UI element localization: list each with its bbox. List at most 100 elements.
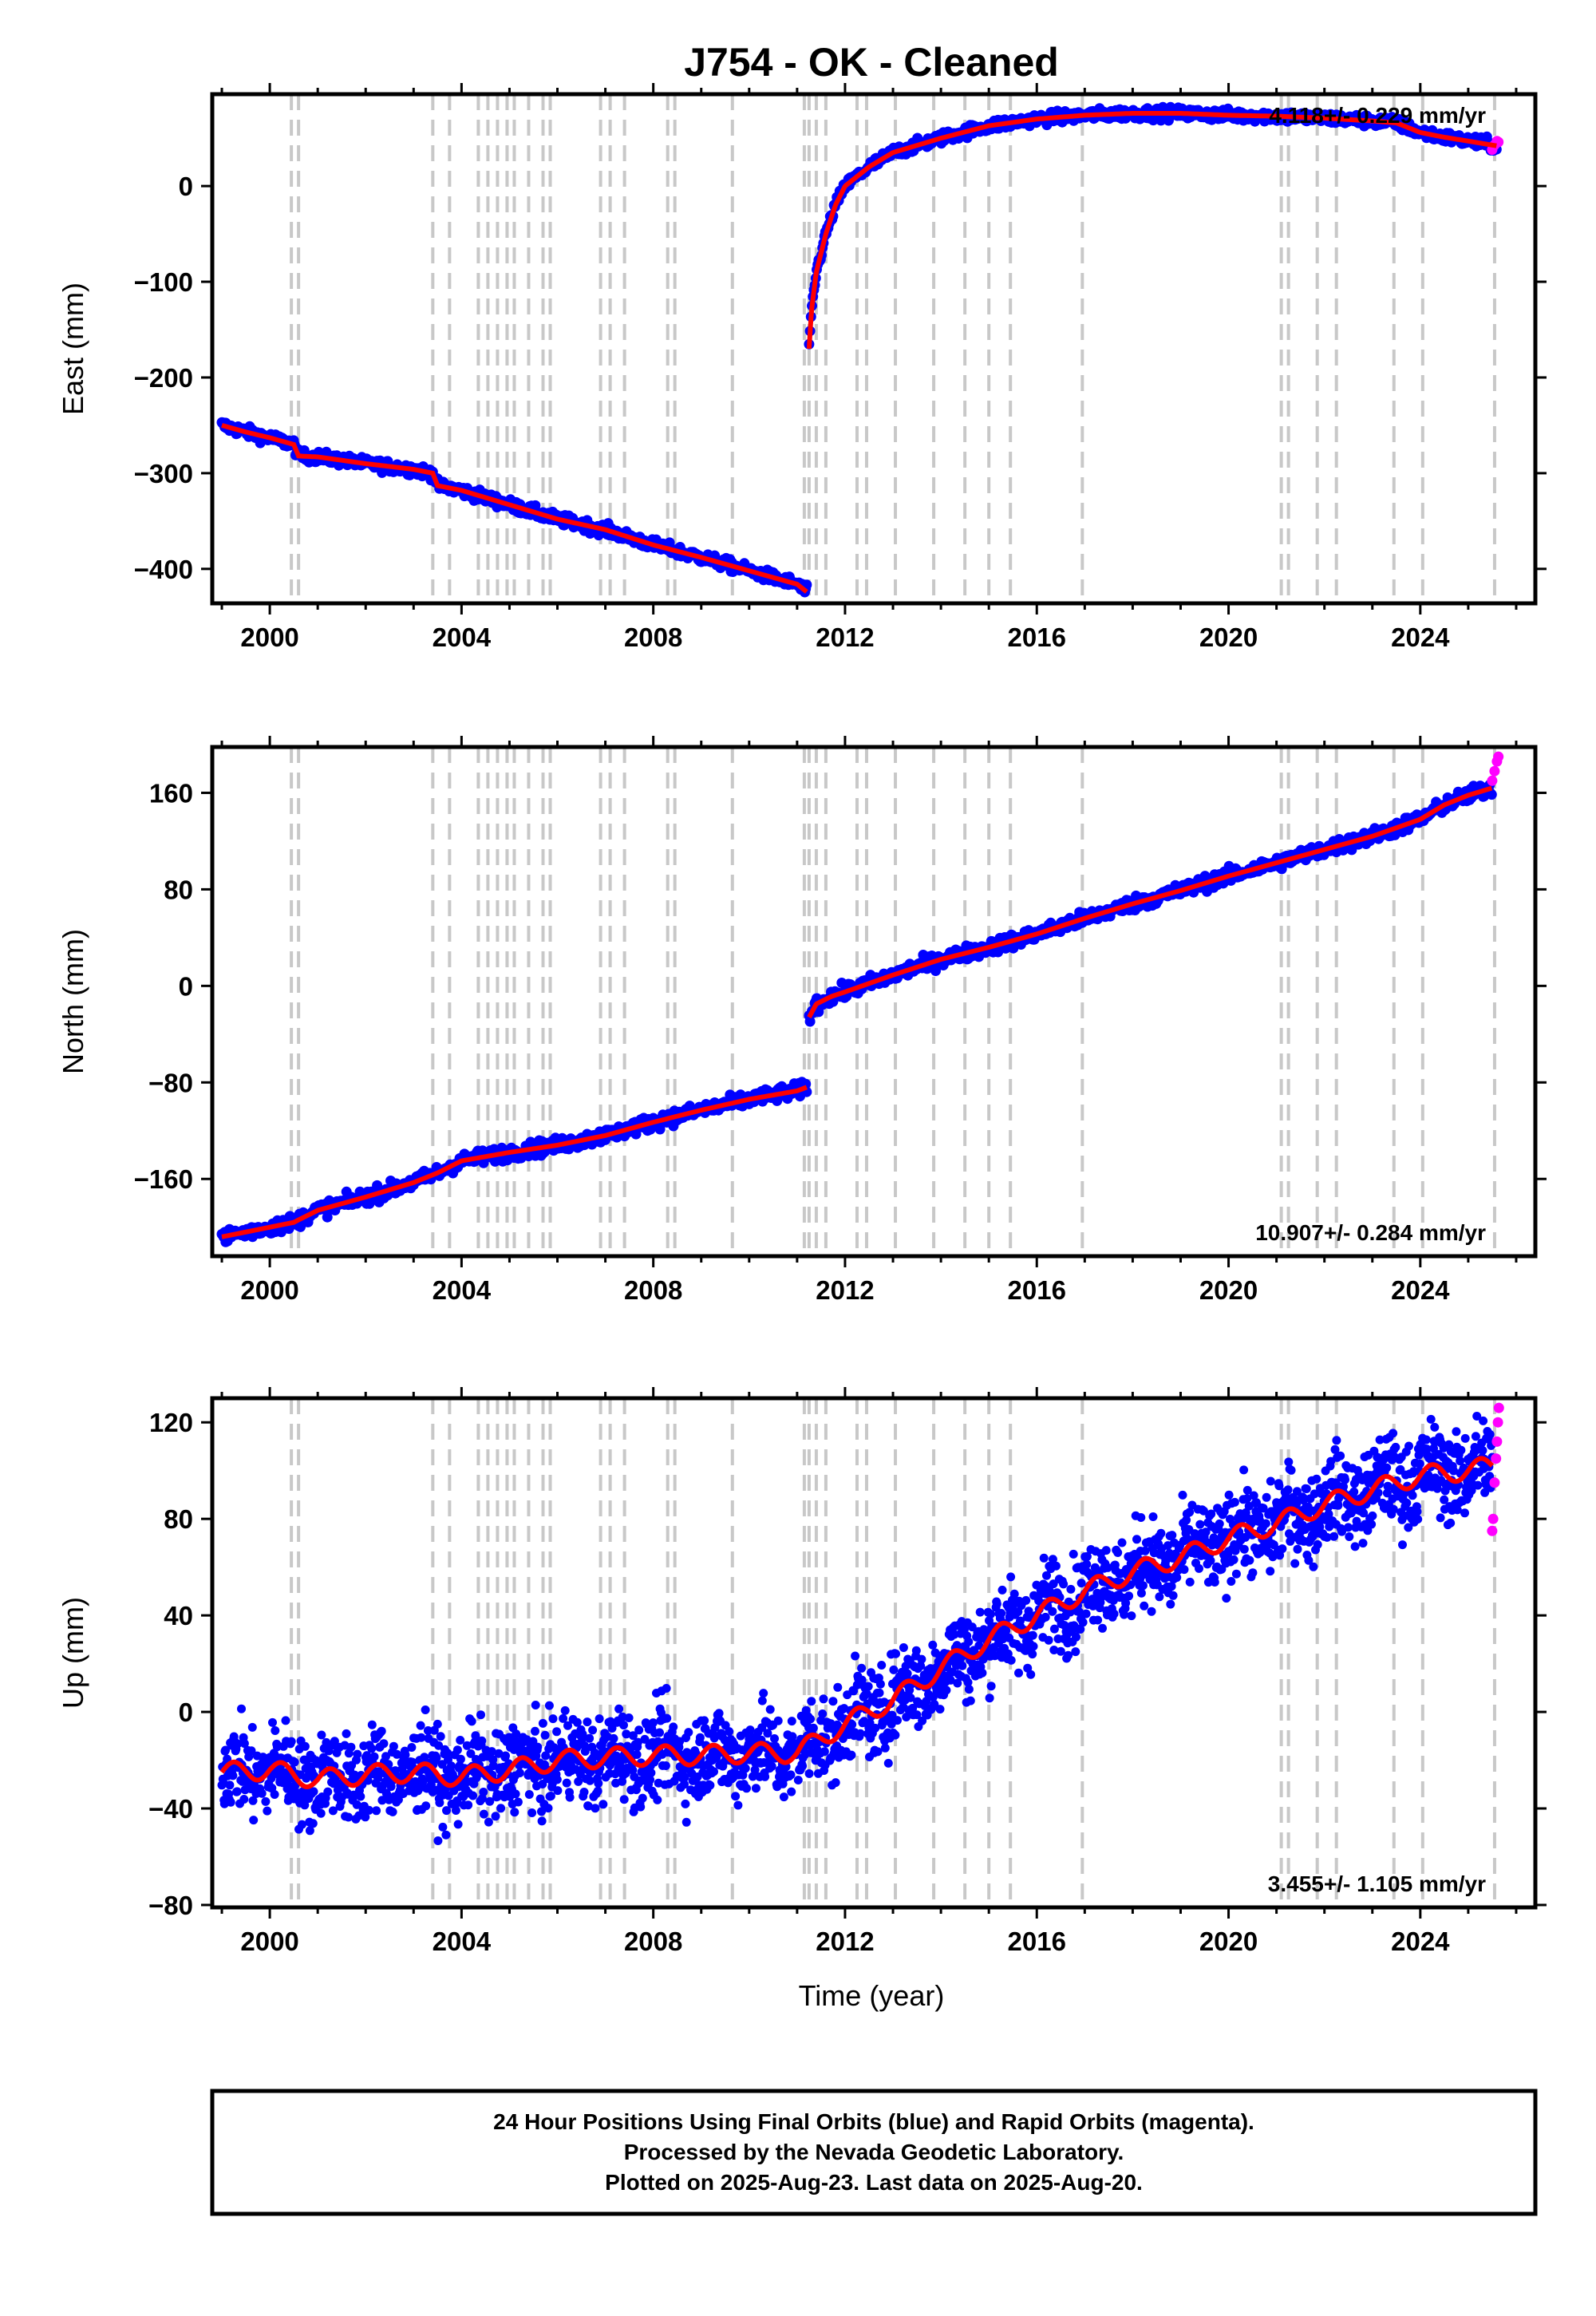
final-orbit-point <box>646 1775 655 1784</box>
final-orbit-point <box>513 1797 523 1807</box>
final-orbit-point <box>946 1675 955 1685</box>
final-orbit-point <box>953 1678 962 1688</box>
final-orbit-point <box>855 1729 865 1738</box>
final-orbit-point <box>1082 1559 1092 1569</box>
x-tick-label: 2004 <box>433 622 492 652</box>
x-tick-label: 2012 <box>816 1275 874 1305</box>
final-orbit-point <box>1266 1567 1275 1576</box>
final-orbit-point <box>233 1739 243 1749</box>
final-orbit-point <box>512 1729 521 1739</box>
final-orbit-point <box>1121 1599 1131 1608</box>
final-orbit-point <box>1292 1487 1302 1496</box>
final-orbit-point <box>733 1800 743 1810</box>
final-orbit-point <box>467 1717 476 1726</box>
final-orbit-point <box>731 1792 741 1801</box>
final-orbit-point <box>323 1787 333 1796</box>
final-orbit-point <box>742 1784 751 1793</box>
final-orbit-point <box>417 1733 426 1742</box>
final-orbit-point <box>609 1733 618 1743</box>
x-tick-label: 2016 <box>1008 622 1066 652</box>
final-orbit-point <box>298 1820 306 1829</box>
final-orbit-point <box>1048 1607 1057 1616</box>
final-orbit-point <box>1072 1632 1080 1642</box>
final-orbit-point <box>1249 1491 1258 1500</box>
final-orbit-point <box>669 1722 678 1732</box>
final-orbit-point <box>964 1637 974 1646</box>
final-orbit-point <box>883 1758 893 1768</box>
final-orbit-point <box>964 1685 974 1694</box>
final-orbit-point <box>401 1750 410 1760</box>
final-orbit-point <box>423 1726 433 1735</box>
final-orbit-point <box>553 1786 563 1796</box>
final-orbit-point <box>1039 1553 1049 1563</box>
final-orbit-point <box>695 1733 705 1742</box>
final-orbit-point <box>891 1730 900 1740</box>
final-orbit-point <box>544 1701 554 1710</box>
final-orbit-point <box>1076 1625 1085 1634</box>
final-orbit-point <box>479 1788 488 1796</box>
final-orbit-point <box>725 1727 734 1737</box>
final-orbit-point <box>908 1703 918 1713</box>
final-orbit-point <box>1041 1612 1050 1622</box>
final-orbit-point <box>367 1744 377 1753</box>
y-tick-label: −400 <box>134 555 193 584</box>
final-orbit-point <box>300 1741 310 1751</box>
final-orbit-point <box>1028 1630 1037 1640</box>
x-tick-label: 2004 <box>433 1275 492 1305</box>
final-orbit-point <box>757 1696 767 1705</box>
final-orbit-point <box>1006 1572 1016 1582</box>
final-orbit-point <box>367 1720 377 1729</box>
final-orbit-point <box>308 1819 318 1828</box>
final-orbit-point <box>1239 1465 1249 1475</box>
x-tick-label: 2000 <box>240 1275 298 1305</box>
final-orbit-point <box>975 1607 985 1617</box>
rapid-orbit-point <box>1489 765 1500 777</box>
final-orbit-point <box>468 1791 478 1800</box>
final-orbit-point <box>1241 1532 1250 1542</box>
final-orbit-point <box>930 966 941 976</box>
final-orbit-point <box>1230 1497 1239 1507</box>
final-orbit-point <box>831 1778 840 1788</box>
final-orbit-point <box>916 1661 926 1670</box>
final-orbit-point <box>1195 1520 1205 1529</box>
final-orbit-point <box>226 1797 235 1807</box>
final-orbit-point <box>1258 1504 1268 1513</box>
model-fit-line <box>806 111 1497 350</box>
final-orbit-point <box>578 1729 587 1739</box>
final-orbit-point <box>935 1705 945 1714</box>
final-orbit-point <box>614 1704 624 1713</box>
final-orbit-point <box>1026 1670 1036 1679</box>
final-orbit-point <box>1138 1581 1148 1591</box>
final-orbit-point <box>1274 1481 1284 1491</box>
final-orbit-point <box>552 1727 562 1737</box>
final-orbit-point <box>477 1736 487 1745</box>
final-orbit-point <box>1078 1618 1088 1627</box>
final-orbit-point <box>579 1788 589 1796</box>
x-tick-label: 2020 <box>1199 622 1258 652</box>
final-orbit-point <box>369 1752 379 1761</box>
final-orbit-point <box>305 1826 314 1836</box>
final-orbit-point <box>992 1599 1001 1609</box>
final-orbit-point <box>1069 1549 1078 1559</box>
final-orbit-point <box>510 1808 519 1817</box>
final-orbit-point <box>1127 1611 1136 1621</box>
final-orbit-point <box>1185 1508 1195 1517</box>
final-orbit-point <box>451 1806 460 1815</box>
final-orbit-point <box>1049 1624 1059 1634</box>
final-orbit-point <box>249 1816 259 1825</box>
final-orbit-point <box>379 1739 389 1749</box>
final-orbit-point <box>632 1750 642 1759</box>
final-orbit-point <box>543 1804 553 1813</box>
final-orbit-point <box>538 1718 547 1728</box>
final-orbit-point <box>511 1789 520 1799</box>
final-orbit-point <box>820 1747 829 1757</box>
final-orbit-point <box>1064 1650 1073 1660</box>
equipment-change-lines <box>290 94 1496 603</box>
final-orbit-point <box>917 1654 926 1664</box>
x-tick-label: 2012 <box>816 622 874 652</box>
final-orbit-point <box>1124 1591 1134 1601</box>
final-orbit-point <box>793 1776 803 1784</box>
final-orbit-point <box>257 1788 267 1798</box>
final-orbit-point <box>1293 1544 1302 1554</box>
final-orbit-point <box>1227 1577 1236 1586</box>
